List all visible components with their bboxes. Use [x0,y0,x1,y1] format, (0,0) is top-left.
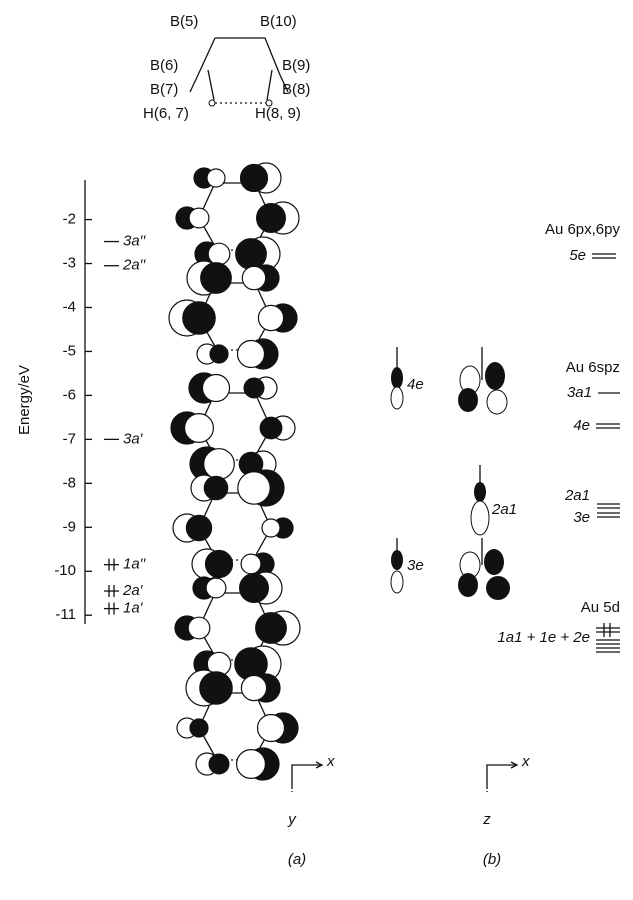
lobe [209,754,229,774]
level-label: 1a′ [123,600,144,617]
lobe [208,243,230,265]
level-label: 2a′ [122,582,144,599]
axis-name: x [326,753,335,770]
lobe [201,263,232,294]
lobe [188,617,210,639]
au-label: 3a1 [567,384,592,401]
energy-levels: -2 -3 -4 -5 -6 -7 -8 -9 -10 -11 3a′′ 2a′′ 3a′ 1a′′ 2a′… [54,180,146,624]
caption: (b) [483,851,501,868]
lobe [203,375,230,402]
au-label: 2a1 [564,487,590,504]
atom-label: B(9) [282,57,310,74]
lobe [236,239,267,270]
level-label: 3a′ [123,430,144,447]
y-tick-label: -9 [63,518,76,535]
lobe [189,208,209,228]
lobe [204,449,235,480]
caption: (a) [288,851,306,868]
cluster-sketch [190,38,288,106]
au-label: 5e [569,247,586,264]
lobe [240,574,269,603]
lobe [238,341,265,368]
lobe [241,675,266,700]
lobe [260,417,282,439]
y-tick-label: -6 [63,386,76,403]
y-tick-label: -4 [63,298,76,315]
figure: B(5) B(10) B(6) B(9) B(7) B(8) H(6, 7) H… [0,0,633,895]
level-label: 3a′′ [123,233,146,250]
level-label: 2a′′ [122,257,146,274]
lobe [262,519,280,537]
y-tick-label: -7 [63,430,76,447]
lobe [258,305,283,330]
y-tick-label: -5 [63,342,76,359]
lobe [210,345,228,363]
lobe [190,719,208,737]
au-label: 1a1 + 1e + 2e [497,629,590,646]
y-tick-label: -8 [63,474,76,491]
y-tick-label: -10 [54,562,76,579]
orbital-label: 2a1 [491,501,517,518]
lobe [241,165,268,192]
atom-label: B(8) [282,81,310,98]
axis-name: z [482,811,491,828]
lobe [186,515,211,540]
lobe [204,476,227,499]
lobe [242,266,265,289]
level-label: 1a′′ [123,556,146,573]
coordinate-axes [292,762,517,792]
au-label: 3e [573,509,590,526]
atom-label: B(6) [150,57,178,74]
lobe [185,414,214,443]
axis-label: Energy/eV [16,365,33,435]
atom-label: H(6, 7) [143,105,189,122]
y-tick-label: -2 [63,211,76,228]
au-label: Au 6spz [566,359,620,376]
lobe [207,169,225,187]
axis-name: x [521,753,530,770]
lobe [257,204,286,233]
au-label: Au 5d [581,599,620,616]
lobe [258,715,285,742]
lobe [200,672,232,704]
atom-label: H(8, 9) [255,105,301,122]
lobe [256,613,287,644]
y-tick-label: -11 [55,606,76,623]
orbital-label: 4e [407,376,424,393]
orbital-label: 3e [407,557,424,574]
lobe [241,554,261,574]
lobe [206,578,226,598]
atom-label: B(5) [170,13,198,30]
lobe [244,378,264,398]
orbital-pictures [169,163,300,780]
atom-label: B(7) [150,81,178,98]
lobe [183,302,215,334]
axis-name: y [287,811,297,828]
y-tick-label: -3 [63,254,76,271]
lobe [237,750,266,779]
au-levels [592,254,620,652]
lobe [238,472,270,504]
au-label: Au 6px,6py [545,221,621,238]
au-label: 4e [573,417,590,434]
lobe [206,551,233,578]
atom-label: B(10) [260,13,297,30]
